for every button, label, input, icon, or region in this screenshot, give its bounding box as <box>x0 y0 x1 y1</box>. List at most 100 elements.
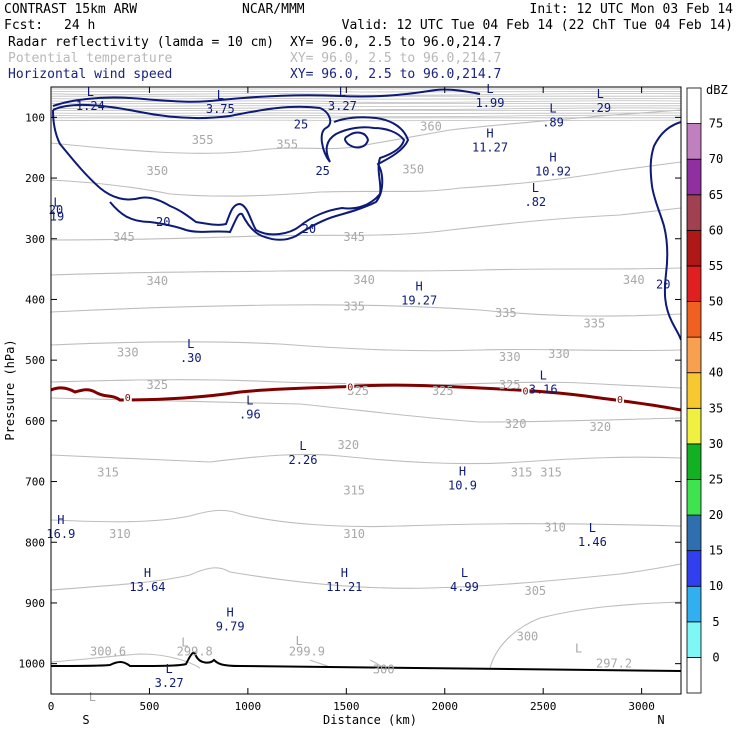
reflectivity-colorbar: 0 5 10 15 20 25 30 35 40 45 50 55 60 65 70 75 <box>686 87 723 694</box>
model-title: CONTRAST 15km ARW <box>4 2 137 17</box>
theta-contour-label: 355 <box>276 138 298 152</box>
wind-extreme-value: 3.27 <box>328 99 357 113</box>
wind-extreme-marker: L <box>540 369 547 383</box>
wind-speed-contours <box>52 88 681 341</box>
plot-area <box>51 87 681 694</box>
wind-extreme-value: .96 <box>239 407 261 421</box>
stratosphere-isentrope <box>51 93 681 96</box>
colorbar-swatch <box>686 514 702 552</box>
colorbar-swatch <box>686 123 702 160</box>
wind-extreme-value: .89 <box>542 115 564 129</box>
colorbar-swatch <box>686 585 702 623</box>
colorbar-tick-label: 10 <box>709 579 723 593</box>
wind-extreme-value: 3.27 <box>155 676 184 690</box>
x-axis-label: Distance (km) <box>323 713 417 727</box>
y-tick-label: 900 <box>25 597 45 610</box>
freezing-level-line <box>51 383 681 412</box>
field-xy-theta: XY= 96.0, 2.5 to 96.0,214.7 <box>290 51 501 66</box>
colorbar-tick-label: 30 <box>709 437 723 451</box>
wind-extreme-value: 3.75 <box>206 102 235 116</box>
wind-extreme-value: 16.9 <box>46 527 75 541</box>
theta-contour-label: 340 <box>146 274 168 288</box>
theta-contour-label: 325 <box>499 378 521 392</box>
wind-extreme-marker: H <box>57 513 64 527</box>
colorbar-swatch <box>686 194 702 231</box>
colorbar-swatch <box>686 265 702 302</box>
south-label: S <box>82 713 89 727</box>
colorbar-tick-label: 55 <box>709 259 723 273</box>
colorbar-swatch <box>686 372 702 409</box>
x-tick-label: 1500 <box>333 700 360 713</box>
wind-extreme-value: .29 <box>589 101 611 115</box>
field-name-theta: Potential temperature <box>8 51 173 66</box>
colorbar-swatch <box>686 158 702 196</box>
freezing-label-bg <box>123 391 132 402</box>
terrain-surface <box>51 651 681 672</box>
colorbar-tick-label: 40 <box>709 366 723 380</box>
wind-extreme-marker: L <box>549 101 556 115</box>
wind-extreme-marker: H <box>227 605 234 619</box>
theta-contour-label: 360 <box>420 119 442 133</box>
theta-contour-label: 330 <box>117 345 139 359</box>
wind-extreme-marker: L <box>217 88 224 102</box>
theta-extreme-marker: L <box>575 641 582 655</box>
wind-extreme-marker: L <box>597 87 604 101</box>
theta-contour-label: 355 <box>192 133 214 147</box>
theta-contour-label: 345 <box>343 230 365 244</box>
wind-extreme-value: 3.16 <box>529 383 558 397</box>
wind-extreme-marker: H <box>549 151 556 165</box>
stratosphere-isentropes <box>51 88 681 122</box>
wind-extreme-marker: H <box>341 566 348 580</box>
colorbar-tick-label: 0 <box>712 650 719 664</box>
theta-contour-label: 340 <box>353 273 375 287</box>
y-tick-label: 200 <box>25 172 45 185</box>
wind-contour-label: 25 <box>315 164 329 178</box>
theta-contour-label: 315 <box>540 465 562 479</box>
x-tick-label: 1000 <box>235 700 262 713</box>
north-label: N <box>657 713 664 727</box>
y-tick-label: 500 <box>25 354 45 367</box>
init-time: Init: 12 UTC Mon 03 Feb 14 <box>530 2 734 17</box>
potential-temperature-contours <box>51 109 681 671</box>
wind-extreme-marker: L <box>166 662 173 676</box>
colorbar-swatch <box>686 657 702 694</box>
wind-contour-label: 20 <box>302 222 316 236</box>
wind-extreme-marker: H <box>486 126 493 140</box>
wind-extreme-value: 10.92 <box>535 165 571 179</box>
wind-extreme-marker: L <box>87 85 94 99</box>
valid-time: Valid: 12 UTC Tue 04 Feb 14 (22 ChT Tue … <box>342 18 733 33</box>
colorbar-swatch <box>686 87 702 124</box>
x-tick-label: 3000 <box>628 700 655 713</box>
colorbar-swatch <box>686 443 702 480</box>
fcst-label: Fcst: <box>4 18 43 33</box>
freezing-level-label: 0 <box>125 393 131 404</box>
wind-contour-label: 20 <box>156 215 170 229</box>
theta-extreme-marker: L <box>295 634 302 648</box>
wind-extreme-marker: L <box>532 181 539 195</box>
field-name-reflectivity: Radar reflectivity (lamda = 10 cm) <box>8 35 274 50</box>
y-tick-label: 700 <box>25 476 45 489</box>
x-tick-label: 2000 <box>432 700 459 713</box>
wind-extreme-value: 1.46 <box>578 535 607 549</box>
freezing-label-bg <box>521 385 530 396</box>
theta-contour-label: 320 <box>589 420 611 434</box>
field-xy-wind: XY= 96.0, 2.5 to 96.0,214.7 <box>290 67 501 82</box>
colorbar-tick-label: 15 <box>709 544 723 558</box>
wind-extreme-value: 11.21 <box>326 580 362 594</box>
field-name-wind: Horizontal wind speed <box>8 67 172 82</box>
theta-contour-label: 330 <box>548 347 570 361</box>
theta-contour-label: 310 <box>343 527 365 541</box>
wind-extreme-value: 4.99 <box>450 580 479 594</box>
theta-contour-label: 300.6 <box>90 645 126 659</box>
wind-contour-label: 20 <box>49 203 63 217</box>
theta-contour-label: 310 <box>109 527 131 541</box>
theta-extreme-marker: L <box>89 690 96 704</box>
theta-contour-label: 305 <box>524 584 546 598</box>
stratosphere-isentrope <box>51 90 681 93</box>
wind-extreme-marker: L <box>299 439 306 453</box>
freezing-level-label: 0 <box>347 382 353 393</box>
y-tick-label: 100 <box>25 111 45 124</box>
y-tick-label: 400 <box>25 293 45 306</box>
theta-contour-label: 315 <box>343 484 365 498</box>
